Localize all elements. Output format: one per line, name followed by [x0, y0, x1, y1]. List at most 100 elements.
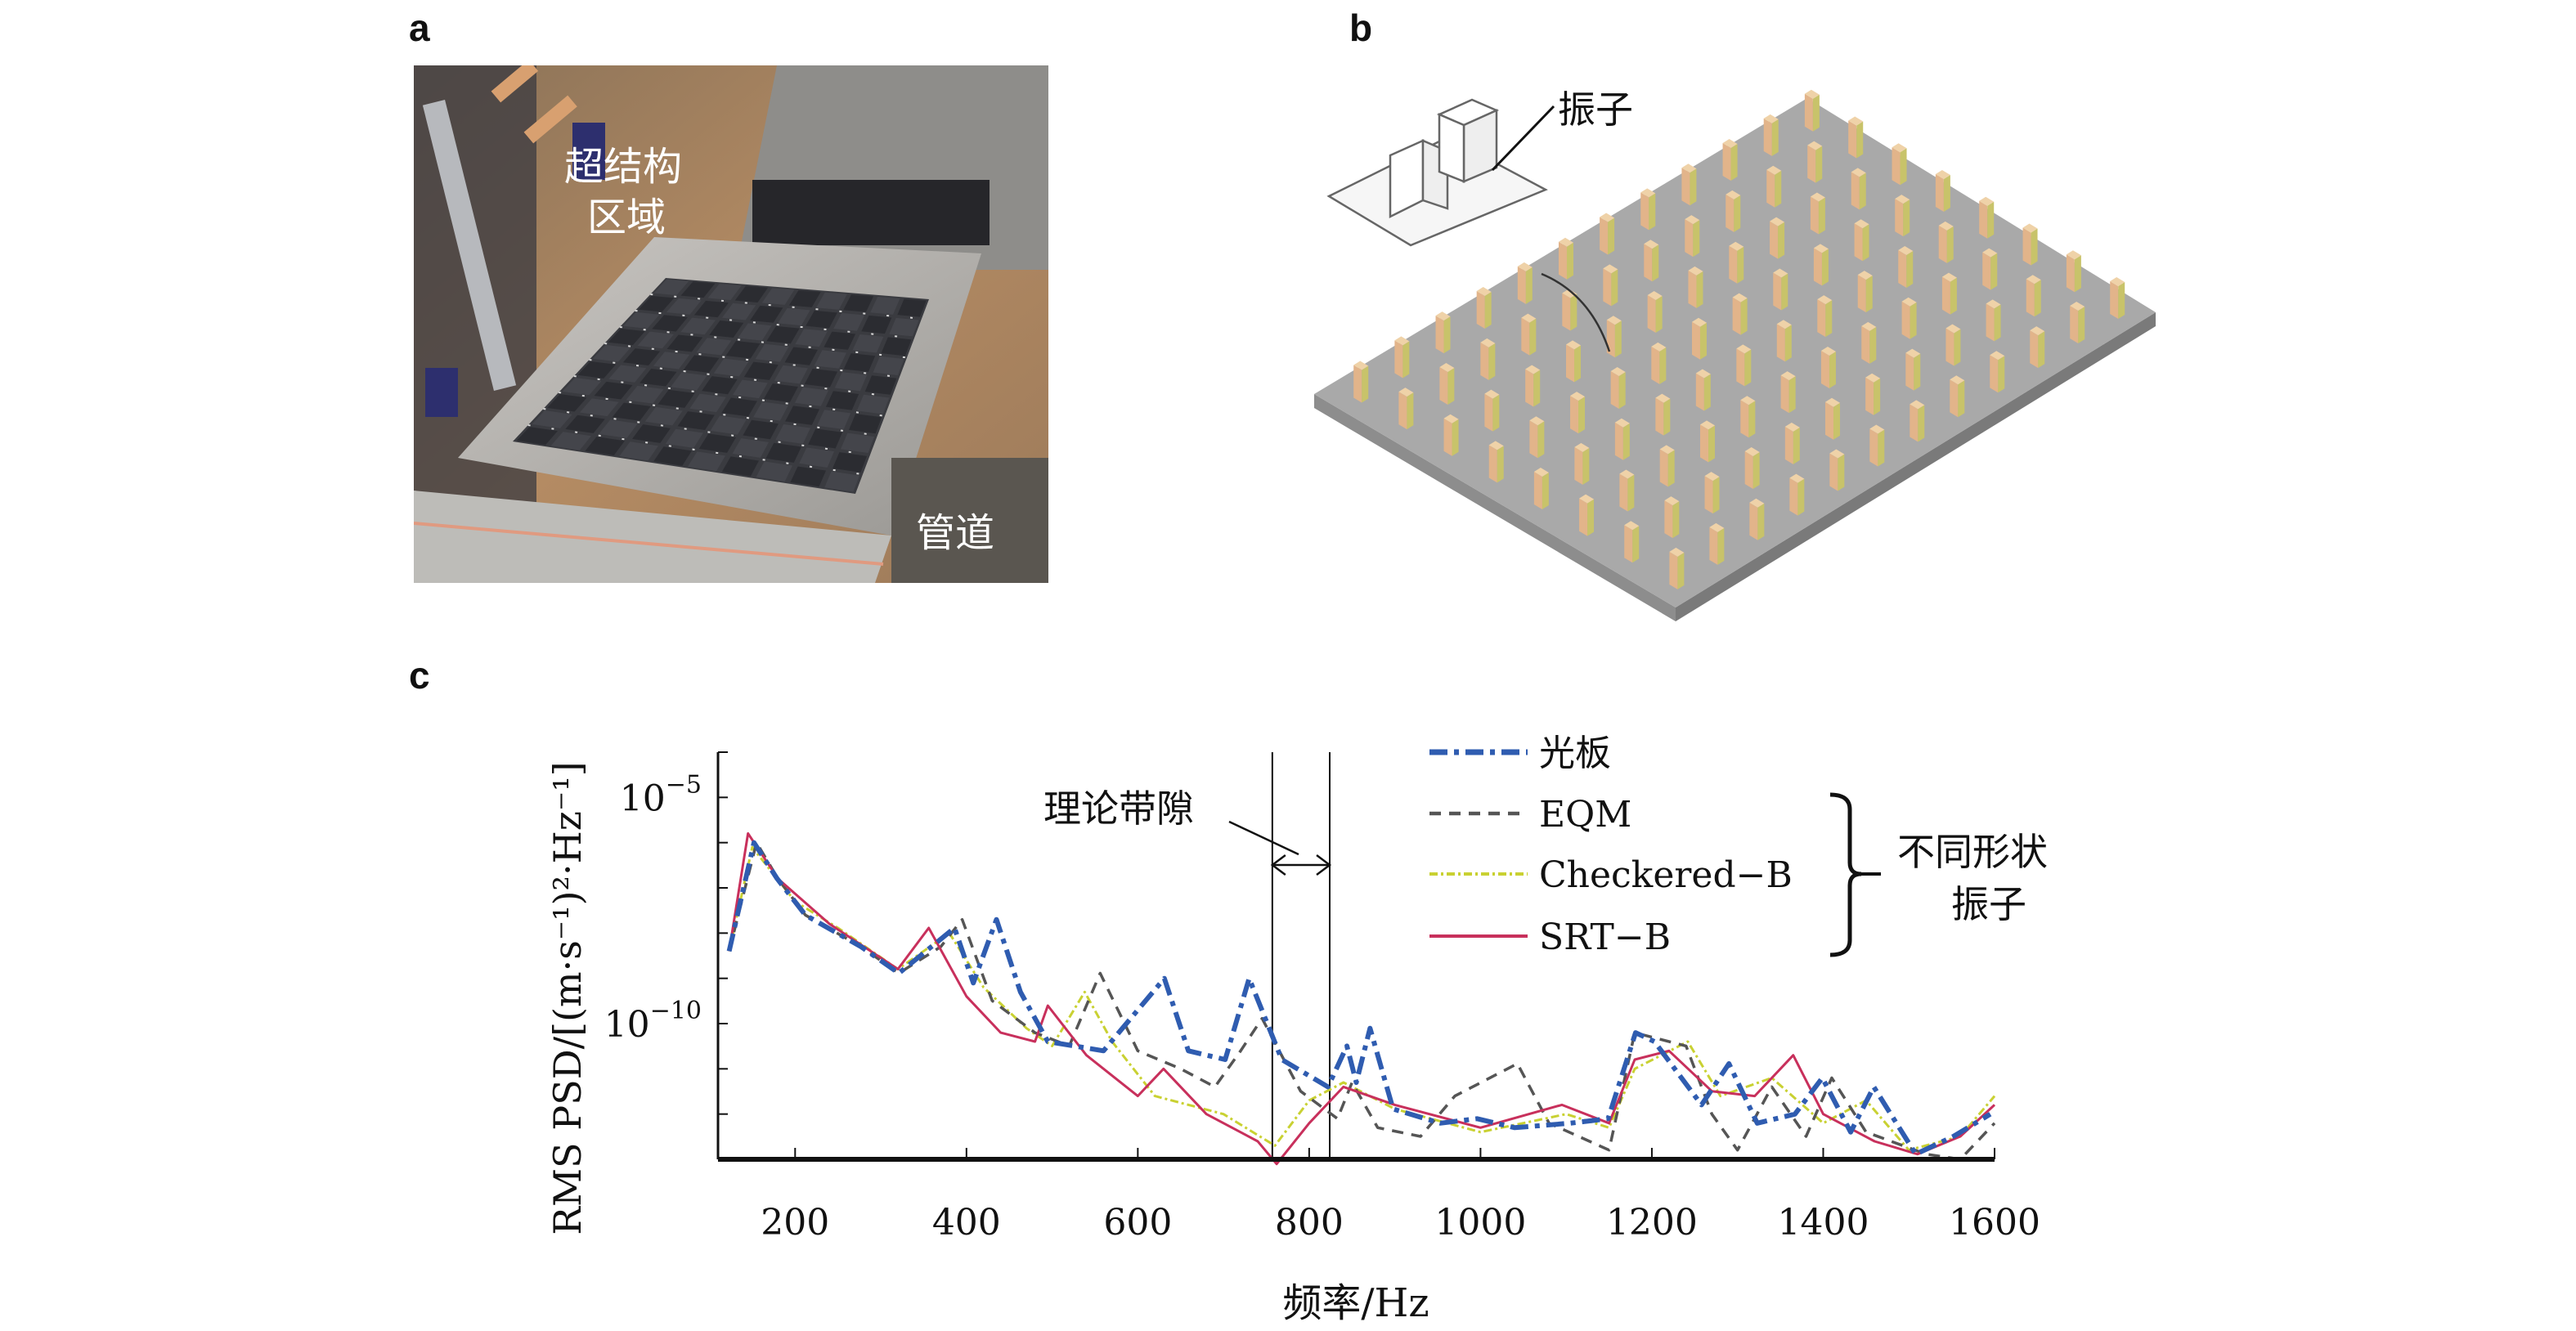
metastructure-tile: [790, 466, 826, 487]
series-line-0: [726, 840, 1992, 1157]
resonator-block-side: [1618, 371, 1626, 409]
resonator-block: [1398, 392, 1407, 430]
resonator-block-top: [1488, 441, 1504, 450]
resonator-block: [1353, 365, 1362, 403]
metastructure-tile: [665, 428, 703, 448]
resonator-block-side: [1815, 146, 1823, 183]
resonator-block-side: [1703, 374, 1711, 411]
series-line-1: [727, 840, 1996, 1161]
resonator-block-top: [1558, 237, 1573, 247]
resonator-block: [2022, 227, 2031, 266]
resonator-block-top: [1910, 400, 1925, 410]
metastructure-tile: [870, 296, 900, 315]
resonator-block-side: [1699, 322, 1707, 360]
metastructure-tile: [608, 328, 645, 346]
metastructure-label-line1: 超结构: [564, 144, 682, 190]
resonator-block-top: [1820, 346, 1836, 356]
resonator-block-side: [1542, 473, 1549, 510]
metastructure-tile: [680, 281, 716, 298]
resonator-block-top: [1704, 472, 1720, 482]
metastructure-tile: [824, 331, 856, 350]
resonator-block-top: [1529, 416, 1545, 426]
resonator-block-top: [1744, 446, 1760, 456]
resonator-block-top: [1854, 219, 1869, 229]
resonator-block-side: [1608, 217, 1615, 255]
resonator-block-side: [1734, 195, 1741, 232]
resonator-block-side: [1874, 378, 1881, 415]
x-tick-label: 400: [932, 1202, 1001, 1244]
resonator-block: [1574, 446, 1583, 485]
resonator-block-top: [1895, 195, 1910, 204]
resonator-block-top: [1869, 424, 1885, 434]
metastructure-tile: [743, 361, 779, 380]
resonator-block: [1817, 299, 1826, 338]
metastructure-tile: [693, 300, 729, 318]
resonator-block: [1905, 352, 1914, 391]
metastructure-tile: [713, 358, 749, 377]
series-line-3: [728, 831, 1996, 1166]
resonator-block-top: [1562, 289, 1577, 298]
arrow-heads: [1270, 854, 1332, 876]
resonator-block: [1695, 373, 1704, 411]
legend: 光板 EQM Checkered−B SRT−B: [1429, 733, 1793, 958]
series-line-2: [728, 845, 1996, 1152]
metastructure-tile: [824, 471, 859, 492]
resonator-block: [1533, 472, 1542, 510]
resonator-block-top: [1476, 287, 1492, 297]
resonator-block: [1744, 450, 1753, 489]
metastructure-tile: [653, 446, 692, 466]
y-axis-label: RMS PSD/[(m·s⁻¹)²·Hz⁻¹]: [545, 761, 590, 1235]
metastructure-tile: [722, 302, 756, 320]
metastructure-tile: [653, 352, 690, 370]
resonator-block-top: [1685, 215, 1700, 225]
fastener-row: [573, 375, 886, 417]
resonator-block-top: [1579, 494, 1595, 504]
resonator-block: [1804, 93, 1813, 132]
metastructure-tile: [657, 389, 695, 408]
resonator-block: [1820, 350, 1829, 388]
resonator-block: [1773, 272, 1782, 311]
resonator-block-top: [1700, 420, 1716, 430]
resonator-block: [1986, 303, 1995, 342]
resonator-block-side: [1903, 199, 1910, 237]
metastructure-tile: [763, 383, 798, 402]
metastructure-tile: [640, 369, 677, 387]
resonator-block: [1813, 248, 1822, 286]
x-tick-label: 1600: [1949, 1202, 2040, 1244]
resonator-block-side: [1954, 329, 1961, 366]
resonator-block-side: [1943, 174, 1950, 212]
metastructure-tile: [774, 365, 808, 384]
resonator-block: [1789, 477, 1798, 516]
resonator-block: [1749, 502, 1758, 540]
resonator-block: [1766, 169, 1775, 208]
resonator-block-side: [1862, 224, 1869, 262]
resonator-block-top: [1763, 114, 1779, 123]
resonator-block-top: [1776, 320, 1792, 329]
metastructure-tile: [732, 438, 769, 458]
legend-label: 光板: [1539, 733, 1611, 774]
metastructure-tile: [841, 432, 875, 454]
panel-label-c: c: [409, 654, 430, 697]
metastructure-tile: [843, 294, 874, 312]
resonator-block: [1726, 194, 1735, 232]
resonator-block-top: [1688, 266, 1703, 276]
psd-chart: 200 400 600 800 1000 1200 1400 1600 10−10 10−5 R…: [545, 733, 2048, 1326]
resonator-block-top: [1681, 164, 1697, 173]
metastructure-tile: [815, 292, 847, 310]
x-tick-label: 1400: [1777, 1202, 1869, 1244]
resonator-block-side: [1672, 501, 1680, 539]
metastructure-tile: [788, 289, 821, 307]
resonator-block: [1664, 500, 1673, 539]
resonator-block-top: [1810, 192, 1825, 202]
metastructure-tile: [852, 334, 884, 353]
resonator-block-side: [1825, 300, 1833, 338]
metastructure-tile: [638, 295, 675, 312]
resonator-block-side: [1771, 119, 1779, 156]
x-axis-label: 频率/Hz: [1282, 1280, 1429, 1326]
resonator-block-side: [1696, 271, 1703, 308]
resonator-block-top: [1566, 340, 1582, 350]
resonator-block-side: [1994, 304, 2001, 342]
resonator-leader-line: [1491, 105, 1555, 172]
resonator-block: [1854, 223, 1863, 262]
resonator-block-top: [1435, 311, 1451, 321]
